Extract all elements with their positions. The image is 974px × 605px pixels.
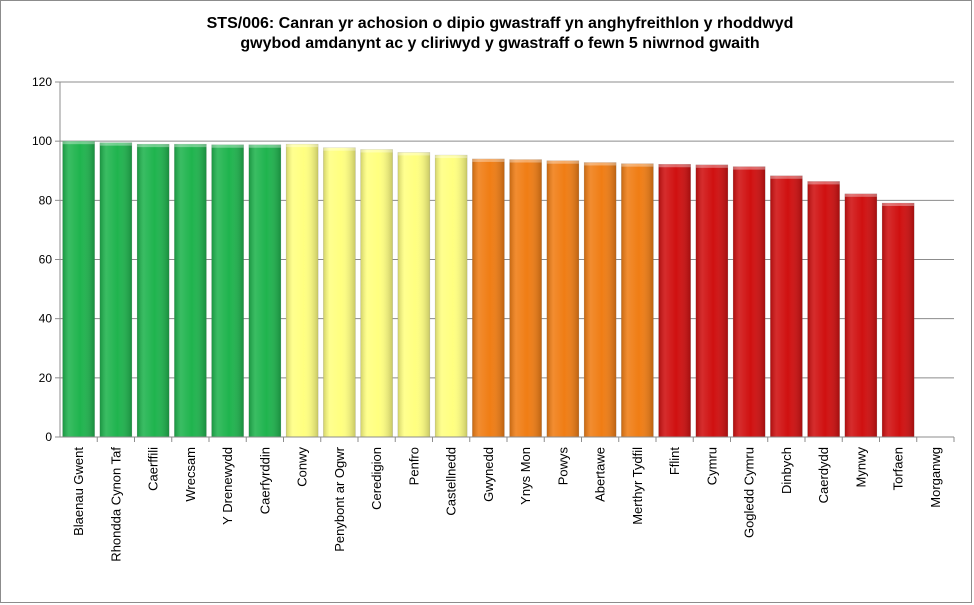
labels: 0 20 40 60 80 100 120 Blaenau Gwent Rhondda Cyno… — [32, 75, 943, 562]
bar-highlight — [360, 149, 393, 153]
bar-shading — [248, 144, 281, 437]
bar-highlight — [62, 141, 95, 145]
x-category-label: Wrecsam — [183, 447, 198, 502]
bar-highlight — [509, 159, 542, 163]
bar-highlight — [286, 144, 319, 148]
x-category-label: Ceredigion — [369, 447, 384, 510]
x-category-label: Rhondda Cynon Taf — [108, 447, 123, 562]
x-category-label: Caerfyrddin — [257, 447, 272, 514]
y-tick-label: 100 — [32, 134, 52, 148]
bar-shading — [807, 181, 840, 437]
y-tick-label: 40 — [39, 312, 53, 326]
chart-title: STS/006: Canran yr achosion o dipio gwas… — [100, 14, 900, 54]
x-category-label: Cymru — [704, 447, 719, 485]
gridlines — [60, 81, 954, 379]
bar-highlight — [658, 164, 691, 168]
bar-shading — [286, 144, 319, 437]
x-category-label: Conwy — [295, 447, 310, 487]
bar-shading — [695, 164, 728, 438]
bar-shading — [397, 152, 430, 438]
x-category-label: Gwynedd — [481, 447, 496, 502]
x-category-label: Penfro — [406, 447, 421, 485]
x-category-label: Gogledd Cymru — [742, 447, 757, 538]
x-category-label: Penybont ar Ogwr — [332, 446, 347, 551]
bar-highlight — [695, 164, 728, 168]
bar-shading — [509, 159, 542, 437]
bar-highlight — [770, 175, 803, 179]
bar-shading — [733, 166, 766, 437]
bar-highlight — [807, 181, 840, 185]
x-category-label: Morganwg — [928, 447, 943, 508]
bar-shading — [435, 155, 468, 437]
bar-highlight — [248, 144, 281, 148]
bar-shading — [323, 147, 356, 438]
bar-shading — [882, 202, 915, 437]
bar-shading — [174, 144, 207, 437]
bar-highlight — [584, 162, 617, 166]
bar-highlight — [99, 142, 132, 146]
chart-title-line-1: STS/006: Canran yr achosion o dipio gwas… — [206, 15, 794, 32]
bar-highlight — [472, 158, 505, 162]
y-tick-label: 60 — [39, 253, 53, 267]
bar-shading — [546, 160, 579, 438]
y-tick-label: 120 — [32, 75, 52, 89]
bar-shading — [360, 149, 393, 437]
bar-highlight — [137, 144, 170, 148]
bar-shading — [99, 142, 132, 438]
bar-highlight — [882, 202, 915, 206]
x-category-label: Y Drenewydd — [220, 447, 235, 525]
axes — [55, 81, 955, 442]
bar-shading — [770, 175, 803, 437]
bar-shading — [621, 163, 654, 437]
x-category-label: Castellnedd — [444, 447, 459, 516]
x-category-label: Ynys Mon — [518, 447, 533, 505]
y-tick-label: 0 — [45, 430, 52, 444]
bar-highlight — [621, 163, 654, 167]
bar-shading — [584, 162, 617, 437]
bar-highlight — [733, 166, 766, 170]
bar-shading — [658, 164, 691, 437]
chart-title-line-2: gwybod amdanynt ac y cliriwyd y gwastraf… — [240, 35, 760, 52]
y-tick-label: 80 — [39, 193, 53, 207]
x-category-label: Caerffili — [146, 447, 161, 491]
bar-highlight — [323, 147, 356, 151]
x-category-label: Fflint — [667, 447, 682, 476]
bar-shading — [472, 158, 505, 437]
bar-highlight — [435, 155, 468, 159]
x-category-label: Caerdydd — [816, 447, 831, 503]
x-category-label: Torfaen — [891, 447, 906, 490]
bar-highlight — [546, 160, 579, 164]
x-category-label: Blaenau Gwent — [71, 447, 86, 536]
bar-shading — [211, 144, 244, 437]
x-category-label: Dinbych — [779, 447, 794, 494]
y-tick-label: 20 — [39, 371, 53, 385]
bars — [62, 140, 915, 438]
bar-highlight — [844, 193, 877, 197]
bar-shading — [844, 193, 877, 437]
x-category-label: Merthyr Tydfil — [630, 447, 645, 525]
bar-highlight — [174, 144, 207, 148]
bar-shading — [137, 144, 170, 437]
bar-highlight — [397, 152, 430, 156]
x-category-label: Mynwy — [853, 447, 868, 488]
bar-highlight — [211, 144, 244, 148]
x-category-label: Powys — [555, 447, 570, 486]
x-category-label: Abertawe — [593, 447, 608, 502]
bar-shading — [62, 141, 95, 437]
